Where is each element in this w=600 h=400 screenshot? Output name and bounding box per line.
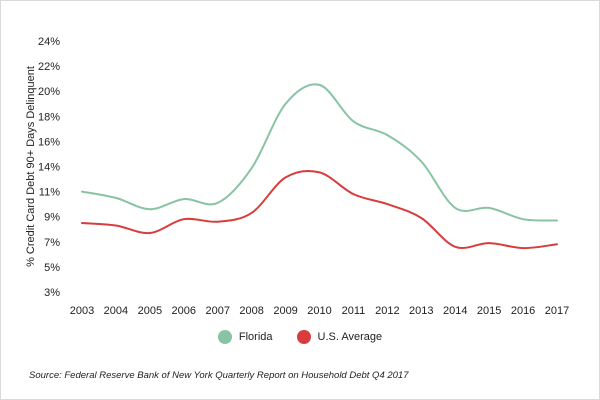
y-tick-label: 5% — [44, 262, 60, 274]
x-tick-label: 2012 — [375, 305, 399, 317]
x-tick-label: 2016 — [511, 305, 535, 317]
y-tick-label: 11% — [39, 187, 60, 199]
series-line-florida — [81, 83, 558, 222]
x-tick-label: 2015 — [477, 305, 501, 317]
x-tick-label: 2017 — [545, 305, 569, 317]
legend-label-us-average: U.S. Average — [317, 331, 383, 343]
y-axis-title: % Credit Card Debt 90+ Days Delinquent — [25, 66, 37, 267]
source-note: Source: Federal Reserve Bank of New York… — [29, 370, 409, 381]
x-tick-label: 2009 — [273, 305, 297, 317]
x-tick-label: 2011 — [342, 305, 366, 317]
x-tick-label: 2005 — [138, 305, 162, 317]
x-tick-label: 2004 — [104, 305, 128, 317]
legend-item-florida: Florida — [217, 330, 273, 344]
y-tick-label: 9% — [44, 212, 60, 224]
us-average-swatch-icon — [296, 330, 311, 344]
y-tick-label: 20% — [38, 86, 60, 98]
florida-swatch-icon — [217, 330, 232, 344]
x-tick-label: 2006 — [172, 305, 196, 317]
legend-item-us-average: U.S. Average — [296, 330, 383, 344]
x-tick-label: 2014 — [443, 305, 467, 317]
y-tick-label: 7% — [44, 237, 60, 249]
y-tick-label: 22% — [38, 61, 60, 73]
legend: Florida U.S. Average — [0, 330, 600, 344]
y-tick-label: 3% — [44, 287, 60, 299]
y-tick-label: 24% — [38, 36, 60, 48]
y-tick-label: 16% — [38, 136, 60, 148]
legend-label-florida: Florida — [238, 331, 273, 343]
series-line-u-s-average — [81, 169, 558, 250]
x-tick-label: 2013 — [409, 305, 433, 317]
y-tick-label: 14% — [38, 162, 60, 174]
x-tick-label: 2008 — [239, 305, 263, 317]
x-tick-label: 2010 — [307, 305, 331, 317]
x-tick-label: 2003 — [70, 305, 94, 317]
y-tick-label: 18% — [38, 111, 60, 123]
x-tick-label: 2007 — [205, 305, 229, 317]
